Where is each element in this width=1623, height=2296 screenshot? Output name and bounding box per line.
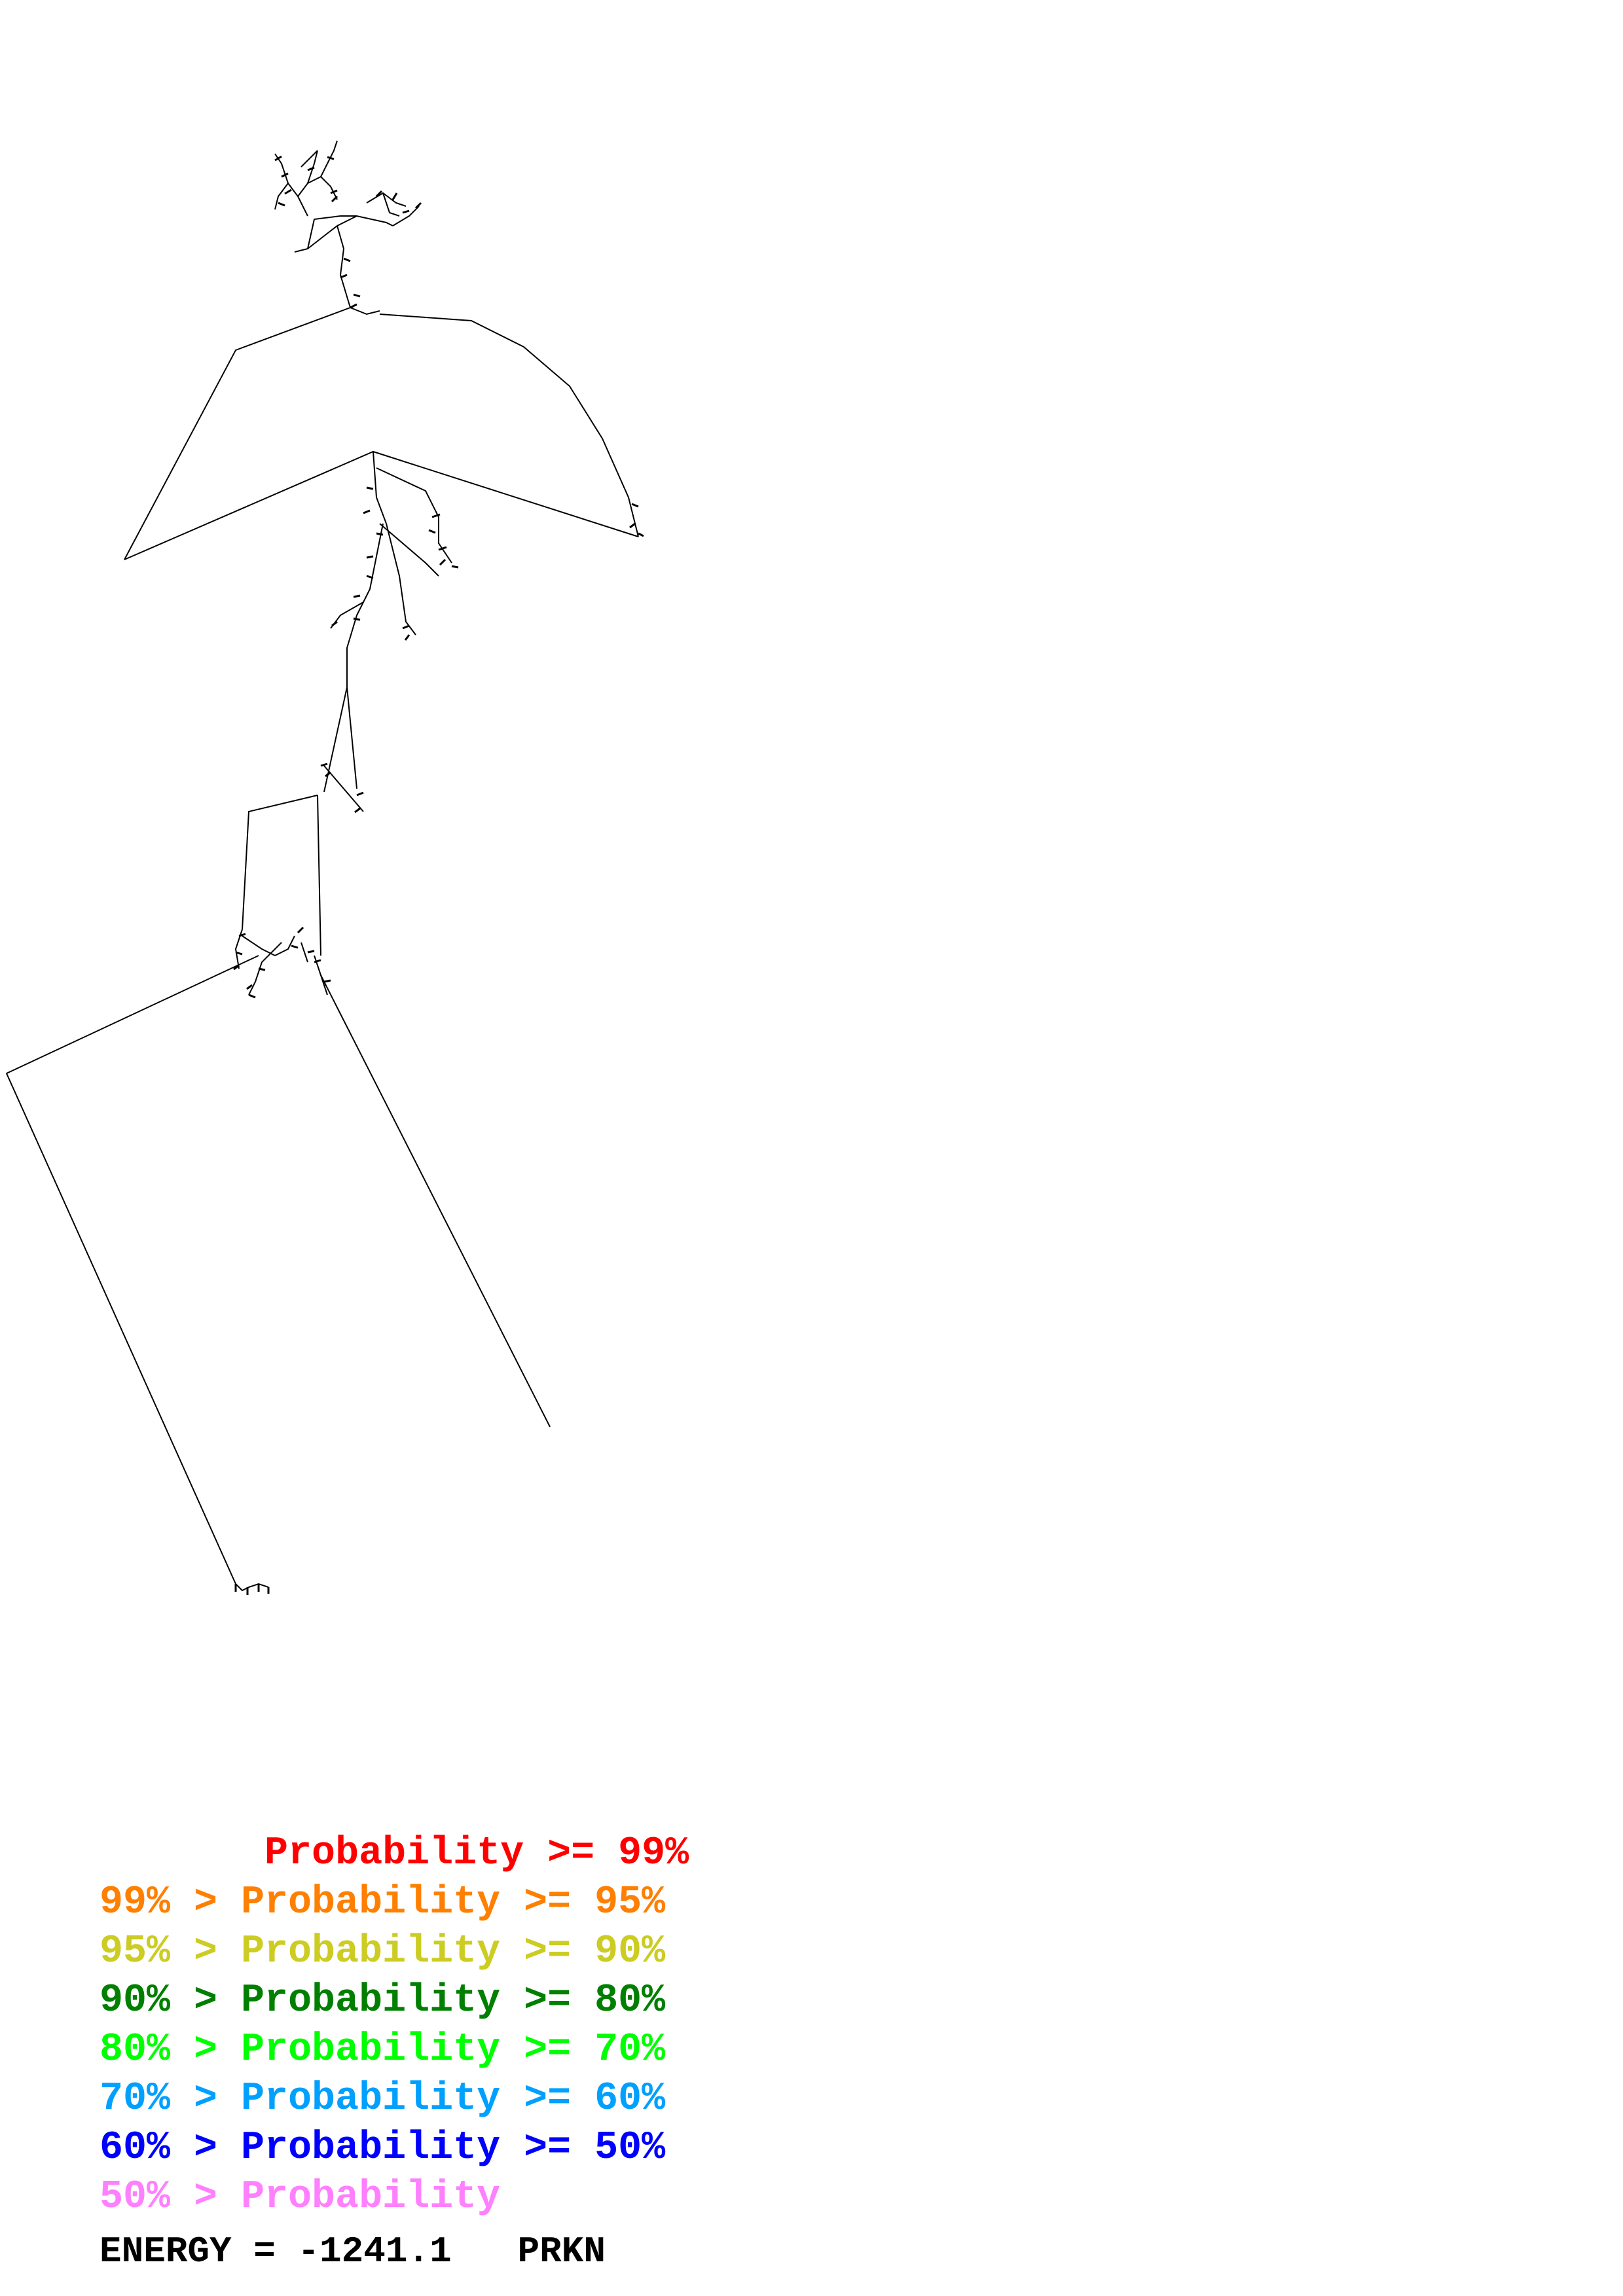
legend-text: 60% > Probability >= 50% — [100, 2126, 666, 2170]
energy-value: -1241.1 — [297, 2231, 452, 2272]
legend-entry-below-50: 50% > Probability — [100, 2173, 500, 2222]
energy-label: ENERGY = — [100, 2231, 298, 2272]
legend-text: Probability >= 99% — [264, 1831, 689, 1876]
legend-entry-90: 95% > Probability >= 90% — [100, 1928, 665, 1977]
legend-entry-80: 90% > Probability >= 80% — [100, 1977, 665, 2026]
legend-entry-95: 99% > Probability >= 95% — [100, 1878, 665, 1928]
rna-secondary-structure-diagram — [5, 140, 644, 1595]
legend-text: 50% > Probability — [100, 2175, 501, 2219]
legend-text: 99% > Probability >= 95% — [100, 1880, 666, 1925]
structure-name: PRKN — [517, 2231, 606, 2272]
legend-entry-99: Probability >= 99% — [100, 1829, 689, 1878]
legend-text: 95% > Probability >= 90% — [100, 1929, 666, 1974]
legend-entry-60: 70% > Probability >= 60% — [100, 2075, 665, 2124]
legend-prefix — [100, 1831, 264, 1876]
hairpin-ticks — [233, 155, 644, 1595]
legend-entry-50: 60% > Probability >= 50% — [100, 2124, 665, 2173]
legend-text: 70% > Probability >= 60% — [100, 2077, 666, 2121]
legend-text: 90% > Probability >= 80% — [100, 1979, 666, 2023]
backbone-lines — [5, 140, 639, 1592]
energy-footer: ENERGY = -1241.1 PRKN — [100, 2229, 606, 2274]
legend-text: 80% > Probability >= 70% — [100, 2028, 666, 2072]
legend-entry-70: 80% > Probability >= 70% — [100, 2026, 665, 2075]
